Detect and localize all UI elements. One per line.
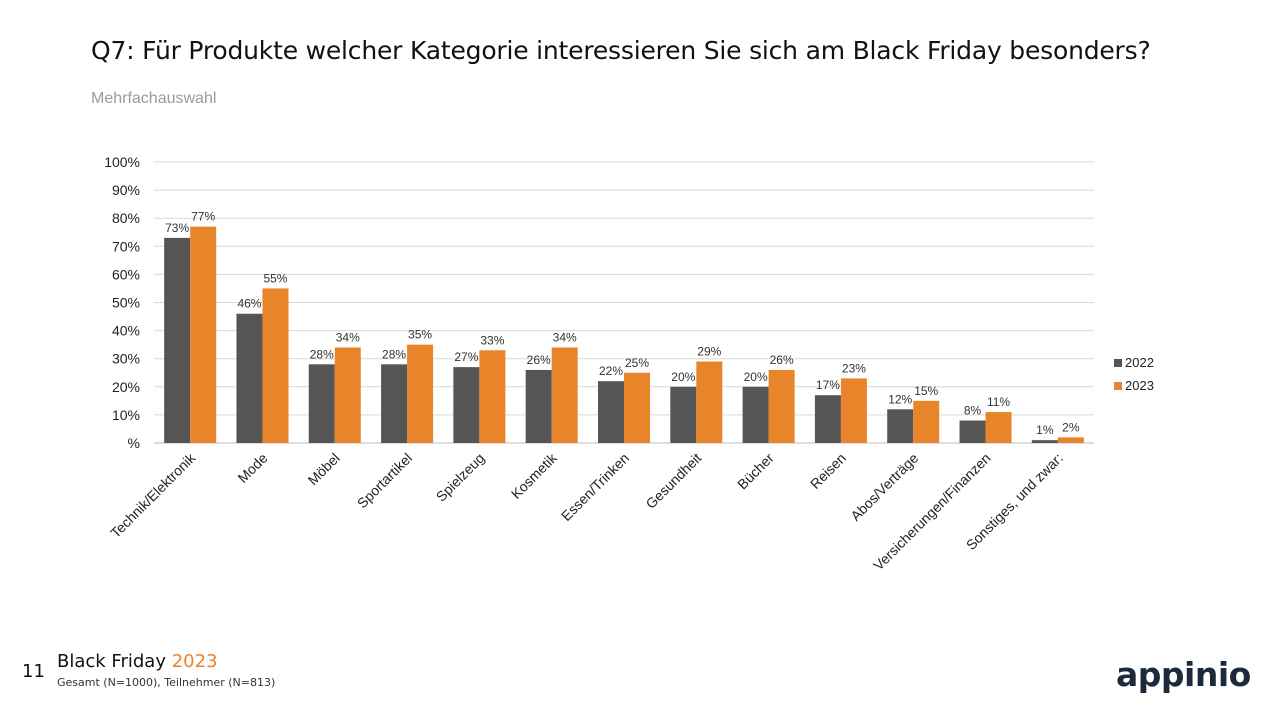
- bar-2023: [1057, 437, 1084, 443]
- x-tick-label: Bücher: [734, 450, 777, 493]
- data-label-2022: 8%: [964, 404, 982, 418]
- bar-2022: [598, 381, 624, 443]
- x-tick-label: Essen/Trinken: [558, 450, 632, 524]
- x-tick-label: Kosmetik: [508, 449, 561, 502]
- page-title: Q7: Für Produkte welcher Kategorie inter…: [91, 36, 1151, 65]
- data-label-2023: 34%: [336, 330, 360, 344]
- y-tick-label: 60%: [112, 266, 140, 282]
- data-label-2023: 34%: [553, 330, 577, 344]
- bar-2022: [381, 364, 408, 443]
- data-label-2023: 35%: [408, 328, 432, 342]
- x-tick-label: Spielzeug: [433, 450, 488, 505]
- data-label-2022: 20%: [744, 370, 768, 384]
- data-label-2023: 15%: [914, 384, 938, 398]
- footer-title-text: Black Friday: [57, 651, 166, 672]
- bar-2023: [190, 226, 217, 443]
- bar-2022: [308, 364, 335, 443]
- data-label-2022: 20%: [671, 370, 695, 384]
- y-tick-label: 70%: [112, 238, 140, 254]
- data-label-2023: 55%: [263, 271, 287, 285]
- y-tick-label: 50%: [112, 295, 140, 311]
- bar-2023: [407, 344, 434, 443]
- x-tick-label: Technik/Elektronik: [107, 449, 199, 541]
- bar-2022: [1031, 440, 1058, 443]
- y-tick-label: 20%: [112, 379, 140, 395]
- appinio-logo: appinio: [1116, 655, 1251, 694]
- data-label-2022: 46%: [237, 297, 261, 311]
- data-label-2022: 73%: [165, 221, 189, 235]
- legend-swatch-2023: [1114, 382, 1122, 390]
- x-tick-label: Möbel: [305, 450, 343, 488]
- footer-title: Black Friday 2023: [57, 651, 218, 672]
- bar-2022: [742, 386, 769, 443]
- bar-2023: [479, 350, 506, 443]
- data-label-2022: 26%: [527, 353, 551, 367]
- bar-2022: [670, 386, 697, 443]
- bar-2023: [696, 361, 723, 443]
- y-tick-label: 100%: [104, 154, 140, 170]
- page-subtitle: Mehrfachauswahl: [91, 90, 217, 107]
- y-tick-label: 90%: [112, 182, 140, 198]
- bar-2023: [840, 378, 867, 443]
- data-label-2022: 17%: [816, 378, 840, 392]
- data-label-2023: 33%: [480, 333, 504, 347]
- data-label-2022: 1%: [1036, 423, 1054, 437]
- bar-2022: [164, 237, 191, 443]
- y-tick-label: 30%: [112, 351, 140, 367]
- data-label-2023: 11%: [987, 395, 1010, 409]
- y-tick-label: 80%: [112, 210, 140, 226]
- data-label-2022: 28%: [382, 347, 406, 361]
- footer-year: 2023: [171, 651, 218, 672]
- x-tick-label: Reisen: [807, 450, 849, 492]
- bar-2023: [985, 412, 1012, 443]
- bar-2023: [768, 369, 795, 443]
- y-tick-label: 40%: [112, 323, 140, 339]
- data-label-2023: 77%: [191, 210, 215, 224]
- data-label-2023: 23%: [842, 361, 866, 375]
- bar-2023: [262, 288, 289, 443]
- data-label-2022: 12%: [888, 392, 912, 406]
- data-label-2022: 22%: [599, 364, 623, 378]
- bar-2023: [551, 347, 578, 443]
- data-label-2023: 2%: [1062, 420, 1080, 434]
- bar-2023: [913, 400, 940, 443]
- footer-note: Gesamt (N=1000), Teilnehmer (N=813): [57, 676, 276, 689]
- x-tick-label: Gesundheit: [642, 450, 704, 512]
- data-label-2022: 28%: [310, 347, 334, 361]
- data-label-2023: 25%: [625, 356, 649, 370]
- x-tick-label: Abos/Verträge: [847, 450, 921, 524]
- x-tick-label: Versicherungen/Finanzen: [870, 450, 994, 574]
- page-number: 11: [22, 661, 45, 682]
- legend-label-2023: 2023: [1125, 378, 1154, 393]
- x-tick-label: Mode: [234, 450, 270, 486]
- bar-2023: [334, 347, 361, 443]
- y-tick-label: %: [128, 435, 140, 451]
- bar-2022: [887, 409, 914, 443]
- bar-2022: [525, 369, 552, 443]
- bar-2023: [624, 372, 650, 443]
- data-label-2023: 29%: [697, 345, 721, 359]
- bar-2022: [453, 367, 480, 443]
- bar-2022: [814, 395, 841, 443]
- x-tick-label: Sportartikel: [354, 450, 415, 511]
- y-tick-label: 10%: [112, 407, 140, 423]
- legend-label-2022: 2022: [1125, 355, 1154, 370]
- data-label-2022: 27%: [454, 350, 478, 364]
- data-label-2023: 26%: [770, 353, 794, 367]
- bar-2022: [959, 420, 986, 443]
- legend-swatch-2022: [1114, 359, 1122, 367]
- bar-2022: [236, 313, 263, 443]
